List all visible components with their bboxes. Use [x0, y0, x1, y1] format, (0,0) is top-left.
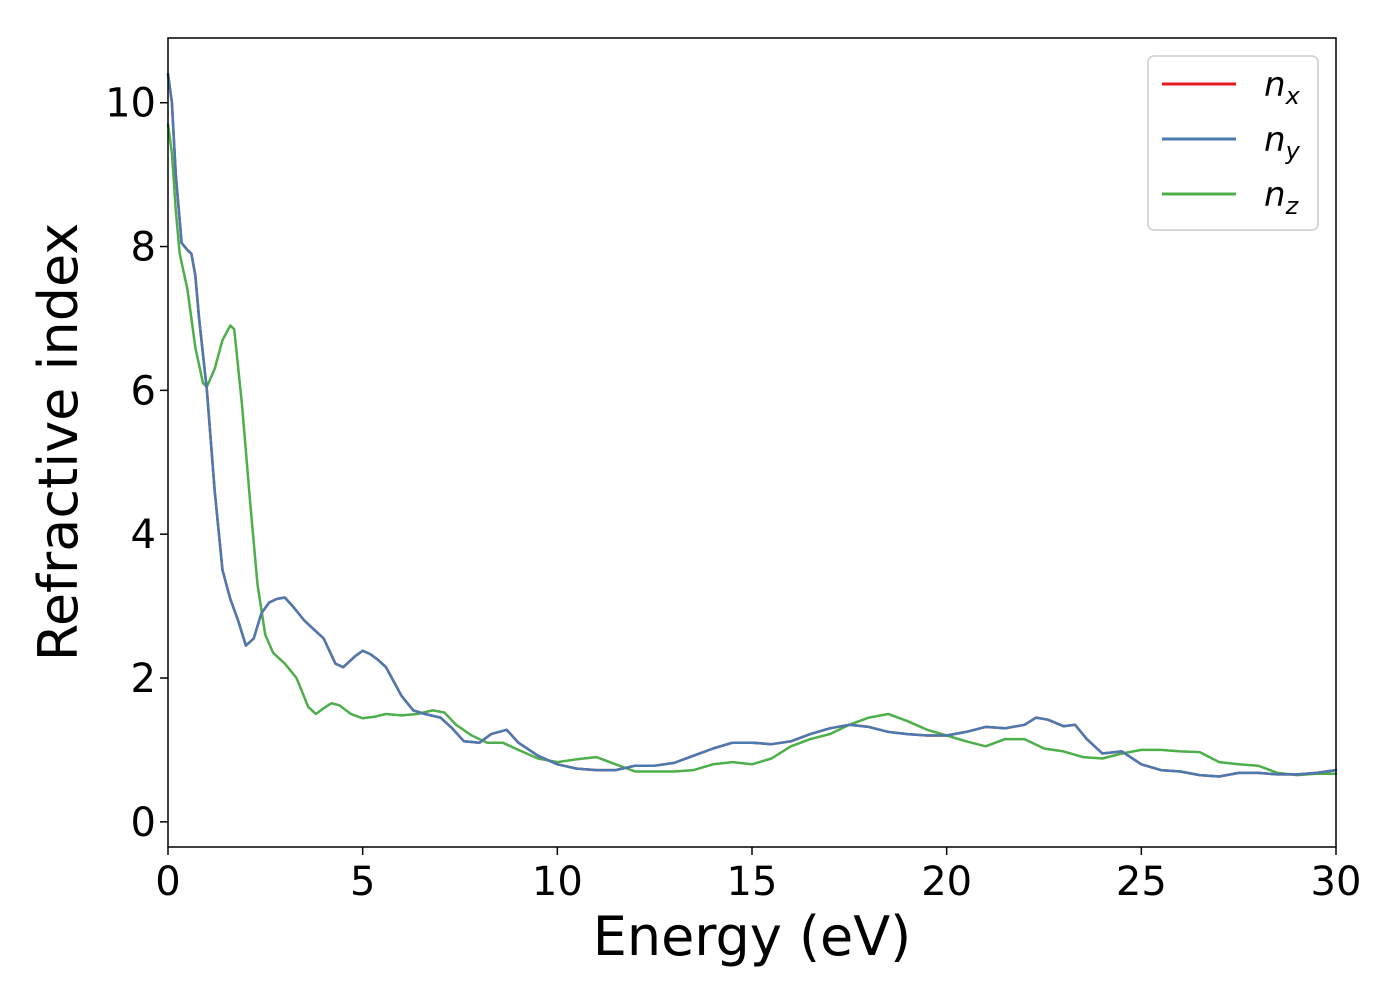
x-tick-label: 25	[1116, 859, 1167, 905]
y-axis-ticks: 0 2 4 6 8 10	[105, 81, 168, 846]
y-tick-label: 8	[131, 225, 156, 271]
y-tick-label: 4	[131, 512, 156, 558]
y-tick-label: 0	[131, 800, 156, 846]
y-tick-label: 10	[105, 81, 156, 127]
x-tick-label: 15	[727, 859, 778, 905]
legend-frame	[1147, 55, 1319, 231]
x-tick-label: 20	[921, 859, 972, 905]
x-tick-label: 0	[155, 859, 180, 905]
series-line-nz	[166, 123, 1338, 777]
legend: nx ny nz	[1147, 55, 1319, 231]
y-tick-label: 6	[131, 368, 156, 414]
legend-label-nx: nx	[1264, 65, 1301, 110]
x-axis-label: Energy (eV)	[593, 905, 912, 968]
x-tick-label: 5	[350, 859, 375, 905]
series-layer	[166, 72, 1338, 778]
x-tick-label: 10	[532, 859, 583, 905]
legend-label-nz: nz	[1264, 175, 1300, 220]
series-line-ny	[166, 72, 1338, 778]
x-axis-ticks: 0 5 10 15 20 25 30	[155, 847, 1361, 905]
x-tick-label: 30	[1311, 859, 1362, 905]
legend-label-ny: ny	[1264, 120, 1301, 165]
y-tick-label: 2	[131, 656, 156, 702]
y-axis-label: Refractive index	[27, 223, 90, 662]
